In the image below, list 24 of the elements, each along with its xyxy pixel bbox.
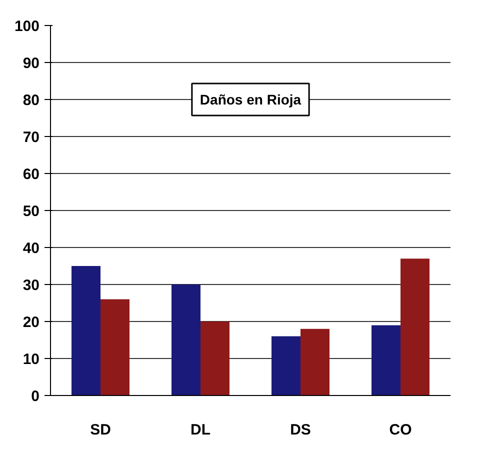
y-tick-label: 30 (22, 277, 40, 294)
text: Daños en Rioja (200, 92, 302, 108)
y-tick-label: 0 (31, 388, 40, 405)
x-tick-label: DS (290, 422, 311, 438)
y-tick-label: 40 (22, 240, 40, 257)
bar (100, 299, 130, 396)
y-tick-label: 70 (22, 129, 40, 146)
bar (72, 266, 100, 396)
y-tick-label: 50 (22, 203, 40, 220)
y-tick-label: 100 (14, 18, 40, 35)
bar (200, 322, 230, 396)
bar (300, 328, 330, 396)
y-tick-label: 20 (22, 314, 40, 331)
y-tick-label: 90 (22, 55, 40, 72)
bar (400, 258, 430, 396)
bar (372, 325, 400, 396)
bar (172, 284, 200, 396)
y-tick-label: 80 (22, 92, 40, 109)
y-tick-label: 60 (22, 166, 40, 183)
y-tick-label: 10 (22, 351, 40, 368)
x-tick-label: SD (90, 422, 112, 438)
bar (272, 336, 300, 396)
x-tick-label: DL (190, 422, 210, 438)
x-tick-label: CO (389, 422, 412, 438)
